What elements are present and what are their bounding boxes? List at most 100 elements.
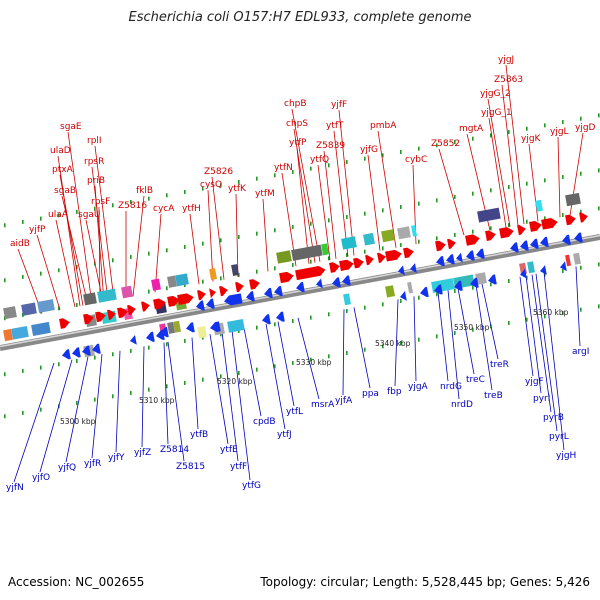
leader-line <box>277 321 295 407</box>
tick-mark <box>418 239 420 244</box>
tick-mark <box>364 156 366 161</box>
tick-mark <box>274 322 276 327</box>
leader-line <box>353 307 371 389</box>
feature-box <box>227 318 245 333</box>
tick-mark <box>580 265 582 270</box>
tick-mark <box>256 269 258 274</box>
forward-gene-label: Z5816 <box>118 201 147 211</box>
forward-gene-arrow <box>153 298 166 310</box>
reverse-gene-arrow <box>224 293 243 306</box>
tick-mark <box>184 189 186 194</box>
tick-mark <box>508 279 510 284</box>
forward-gene-arrow <box>385 249 402 262</box>
reverse-gene-label: ytfG <box>242 481 261 491</box>
topology-text: Topology: circular; Length: 5,528,445 bp… <box>260 575 590 589</box>
forward-gene-arrow <box>107 309 116 320</box>
tick-mark <box>490 188 492 193</box>
tick-mark <box>310 166 312 171</box>
tick-mark <box>544 216 546 221</box>
reverse-gene-arrow <box>332 277 341 288</box>
tick-mark <box>418 146 420 151</box>
reverse-gene-arrow <box>82 345 91 356</box>
forward-gene-arrow <box>465 234 480 246</box>
leader-line <box>457 288 475 375</box>
feature-box <box>11 325 29 340</box>
forward-gene-arrow <box>141 301 150 312</box>
feature-box <box>363 232 375 246</box>
feature-box <box>573 252 581 265</box>
forward-gene-label: pmbA <box>370 121 397 131</box>
leader-line <box>535 273 558 432</box>
reverse-gene-arrow <box>91 343 101 354</box>
leader-line <box>505 64 525 225</box>
forward-gene-arrow <box>353 257 364 269</box>
forward-gene-label: ytfH <box>182 204 201 214</box>
leader-line <box>437 291 449 382</box>
forward-gene-label: sgaU <box>78 210 101 220</box>
reverse-gene-arrow <box>400 290 407 301</box>
tick-mark <box>40 271 42 276</box>
ruler-label: 5360 kbp <box>533 308 569 317</box>
forward-gene-label: yjgD <box>575 123 596 133</box>
reverse-gene-arrow <box>560 261 567 272</box>
tick-mark <box>220 183 222 188</box>
tick-mark <box>76 302 78 307</box>
leader-line <box>447 290 460 400</box>
tick-mark <box>454 233 456 238</box>
reverse-gene-arrow <box>453 280 463 291</box>
forward-gene-label: ulaA <box>48 210 69 220</box>
tick-mark <box>256 231 258 236</box>
forward-gene-label: yjgL <box>550 127 569 137</box>
tick-mark <box>112 352 114 357</box>
feature-box <box>475 272 487 285</box>
tick-mark <box>346 308 348 313</box>
tick-mark <box>454 140 456 145</box>
reverse-gene-arrow <box>205 298 215 309</box>
forward-gene-arrow <box>59 318 70 329</box>
forward-gene-arrow <box>117 307 128 319</box>
reverse-gene-label: pyrB <box>543 413 564 423</box>
reverse-gene-arrow <box>487 274 497 285</box>
tick-mark <box>418 337 420 342</box>
tick-mark <box>436 334 438 339</box>
tick-mark <box>328 256 330 261</box>
reverse-gene-label: yjfO <box>32 473 50 483</box>
tick-mark <box>382 246 384 251</box>
forward-gene-arrow <box>209 288 216 299</box>
tick-mark <box>346 252 348 257</box>
tick-mark <box>58 362 60 367</box>
reverse-gene-label: treR <box>490 360 509 370</box>
tick-mark <box>382 153 384 158</box>
forward-gene-label: yjgJ <box>498 55 514 65</box>
tick-mark <box>22 410 24 415</box>
tick-mark <box>274 173 276 178</box>
reverse-gene-label: ytfE <box>220 445 238 455</box>
forward-gene-arrow <box>365 255 374 266</box>
feature-box <box>21 302 37 316</box>
tick-mark <box>76 209 78 214</box>
tick-mark <box>400 243 402 247</box>
map-title: Escherichia coli O157:H7 EDL933, complet… <box>128 10 472 25</box>
tick-mark <box>382 208 384 213</box>
reverse-gene-arrow <box>465 250 475 261</box>
forward-gene-label: mgtA <box>459 124 484 134</box>
reverse-gene-label: nrdD <box>451 400 473 410</box>
feature-box <box>3 306 17 320</box>
forward-gene-arrow <box>219 286 228 297</box>
leader-line <box>57 155 81 307</box>
feature-box <box>97 288 117 303</box>
reverse-gene-arrow <box>446 254 455 265</box>
forward-gene-label: sgaE <box>60 122 82 132</box>
leader-line <box>67 131 93 305</box>
reverse-gene-arrow <box>246 291 255 302</box>
reverse-gene-arrow <box>420 286 429 298</box>
leader-line <box>293 128 316 263</box>
tick-mark <box>238 179 240 184</box>
tick-mark <box>364 347 366 352</box>
tick-mark <box>112 394 114 399</box>
tick-mark <box>184 282 186 287</box>
tick-mark <box>310 221 312 226</box>
feature-box <box>321 243 329 256</box>
tick-mark <box>4 316 6 321</box>
